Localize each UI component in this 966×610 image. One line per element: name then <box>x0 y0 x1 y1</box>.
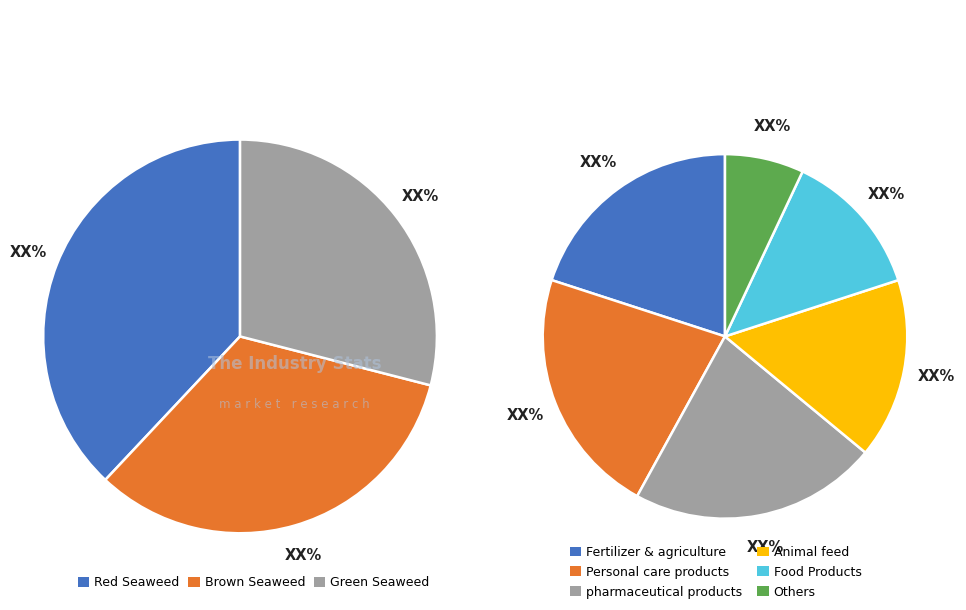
Wedge shape <box>552 154 724 337</box>
Wedge shape <box>240 140 437 386</box>
Text: XX%: XX% <box>285 548 323 562</box>
Text: XX%: XX% <box>506 408 544 423</box>
Legend: Red Seaweed, Brown Seaweed, Green Seaweed: Red Seaweed, Brown Seaweed, Green Seawee… <box>73 572 435 595</box>
Wedge shape <box>105 337 431 533</box>
Text: Source: TheIndustrystats Analysis: Source: TheIndustrystats Analysis <box>12 582 226 592</box>
Text: XX%: XX% <box>10 245 46 260</box>
Text: XX%: XX% <box>747 540 784 555</box>
Text: Fig. Global Commercial Seaweed Sales & Revenue Market Share by Product  Types &
: Fig. Global Commercial Seaweed Sales & R… <box>13 24 910 69</box>
Text: XX%: XX% <box>867 187 905 202</box>
Text: Website: www.theindustrystats.com: Website: www.theindustrystats.com <box>727 582 954 592</box>
Wedge shape <box>724 280 907 453</box>
Text: XX%: XX% <box>402 189 439 204</box>
Wedge shape <box>43 140 240 480</box>
Wedge shape <box>724 154 803 337</box>
Text: m a r k e t   r e s e a r c h: m a r k e t r e s e a r c h <box>219 398 370 411</box>
Text: XX%: XX% <box>918 369 954 384</box>
Wedge shape <box>638 337 866 518</box>
Text: XX%: XX% <box>580 155 617 170</box>
Text: The Industry Stats: The Industry Stats <box>208 355 382 373</box>
Text: Email: sales@theindustrystats.com: Email: sales@theindustrystats.com <box>373 582 593 592</box>
Legend: Fertilizer & agriculture, Personal care products, pharmaceutical products, Anima: Fertilizer & agriculture, Personal care … <box>565 541 867 603</box>
Wedge shape <box>543 280 724 496</box>
Text: XX%: XX% <box>753 119 790 134</box>
Wedge shape <box>724 171 898 337</box>
